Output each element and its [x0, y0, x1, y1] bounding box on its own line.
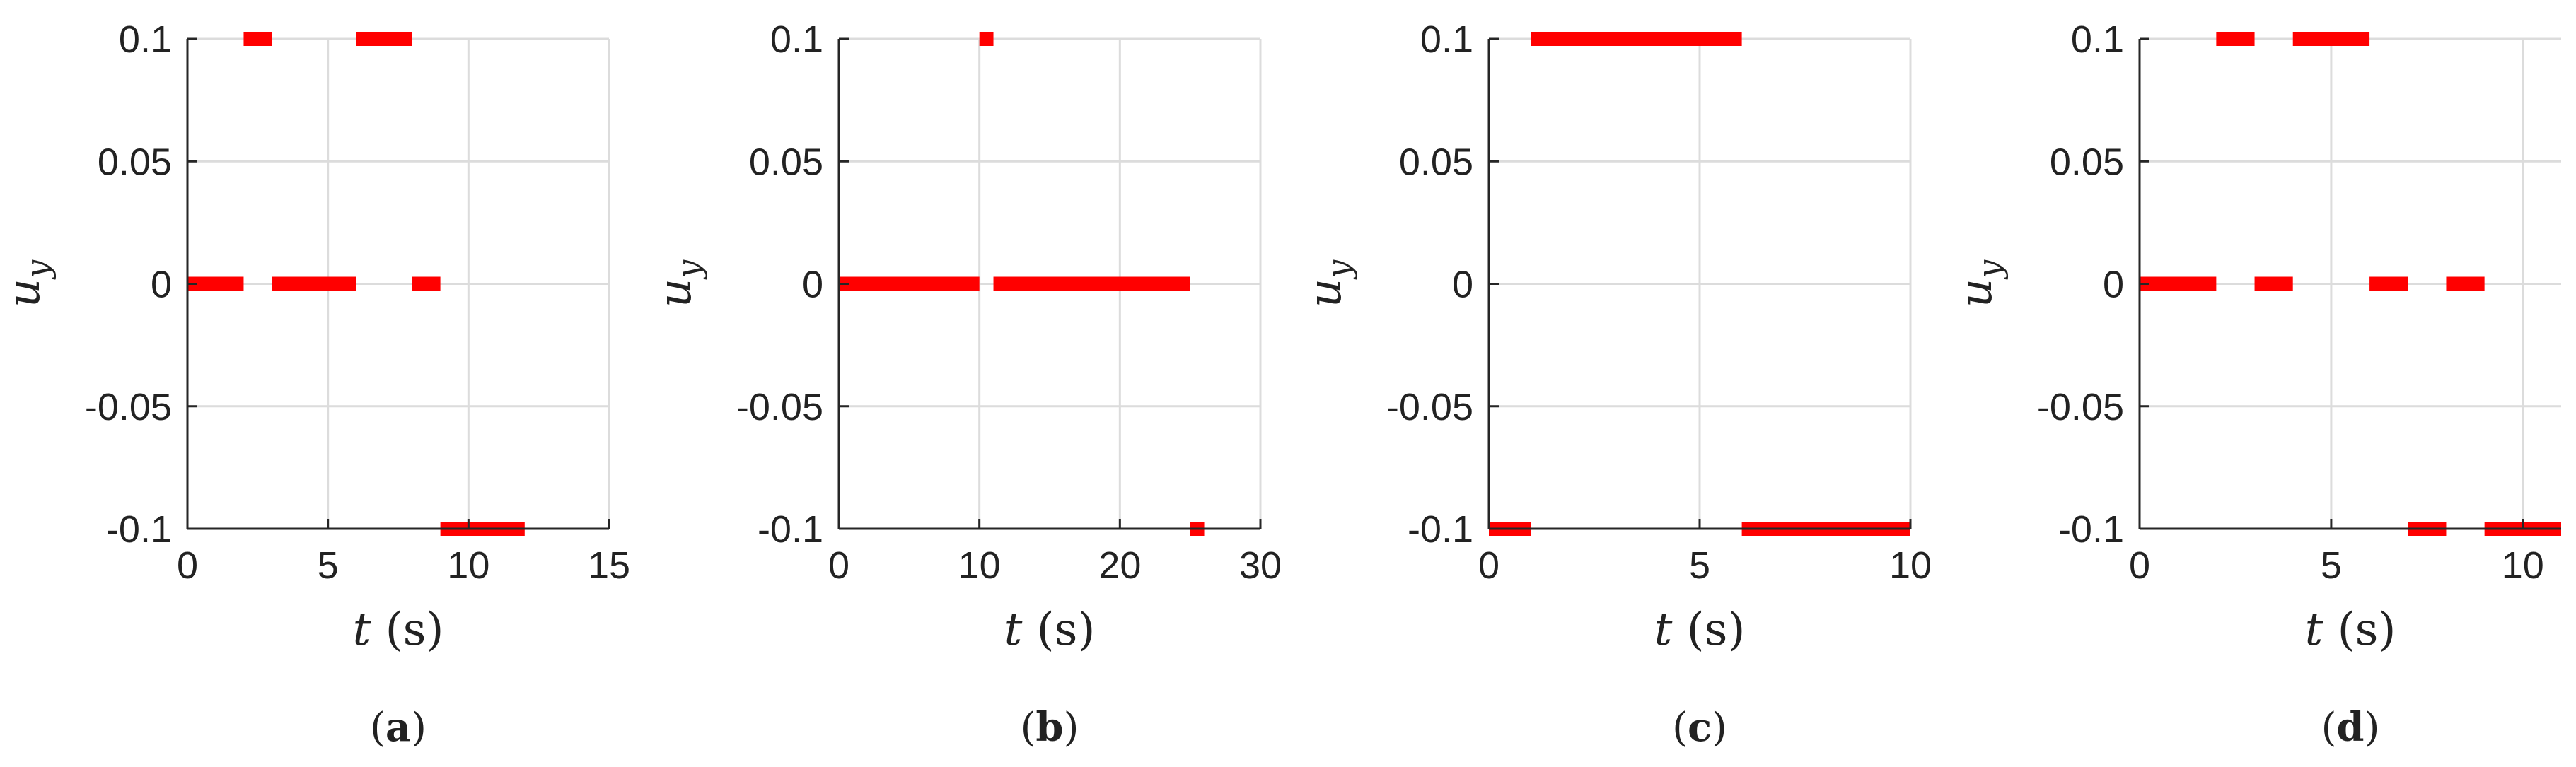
y-tick-label: -0.05: [736, 386, 823, 428]
x-axis-unit: (s): [371, 604, 443, 656]
panel-b: 0 10 20 30 -0.1 -0.05 0 0.05 0.1 t (s) uy (b): [649, 18, 1282, 751]
y-tick-label: -0.1: [1408, 508, 1473, 551]
y-tick-label: 0.1: [1420, 18, 1473, 61]
x-axis-symbol: t: [1004, 604, 1023, 656]
y-axis-symbol: u: [1950, 279, 2002, 308]
y-tick-label: 0: [151, 264, 172, 306]
panel-label: (b): [1021, 704, 1079, 751]
panel-label-close-paren: ): [2365, 705, 2380, 751]
x-tick-label: 0: [828, 544, 849, 587]
panel-label-open-paren: (: [1672, 705, 1688, 751]
y-tick-label: 0.05: [1399, 141, 1473, 183]
y-tick-label: 0.1: [770, 18, 823, 61]
y-tick-label: -0.05: [1386, 386, 1473, 428]
x-axis-label: t (s): [353, 604, 444, 656]
x-axis-unit: (s): [1022, 604, 1095, 656]
y-tick-label: -0.05: [2037, 386, 2124, 428]
y-tick-label: 0: [2103, 264, 2124, 306]
x-tick-label: 5: [1689, 544, 1710, 587]
y-axis-subscript: y: [670, 259, 708, 280]
y-tick-label: 0: [1452, 264, 1473, 306]
x-axis-label: t (s): [2305, 604, 2396, 656]
y-tick-label: -0.05: [85, 386, 172, 428]
y-tick-label: -0.1: [2058, 508, 2124, 551]
panel-label-open-paren: (: [2321, 705, 2337, 751]
x-tick-label: 0: [177, 544, 198, 587]
panel-label-letter: d: [2336, 704, 2364, 751]
y-axis-subscript: y: [1320, 259, 1358, 280]
y-tick-label: 0.05: [2050, 141, 2124, 183]
panel-label-open-paren: (: [370, 705, 385, 751]
y-tick-label: -0.1: [758, 508, 823, 551]
panel-label-letter: a: [385, 704, 411, 751]
panel-label-close-paren: ): [411, 705, 427, 751]
y-tick-label: -0.1: [106, 508, 172, 551]
x-axis-symbol: t: [1654, 604, 1673, 656]
y-axis-subscript: y: [1971, 259, 2009, 280]
x-axis-symbol: t: [2305, 604, 2323, 656]
x-tick-label: 10: [958, 544, 1001, 587]
panel-label: (a): [370, 704, 427, 751]
x-tick-label: 0: [2129, 544, 2150, 587]
x-tick-label: 5: [2321, 544, 2342, 587]
y-tick-label: 0.1: [2071, 18, 2124, 61]
panel-c: 0 5 10 -0.1 -0.05 0 0.05 0.1 t (s) uy (c): [1299, 18, 1932, 751]
x-axis-symbol: t: [353, 604, 371, 656]
y-tick-label: 0.05: [98, 141, 172, 183]
x-tick-label: 15: [588, 544, 630, 587]
x-tick-label: 20: [1098, 544, 1141, 587]
x-axis-label: t (s): [1654, 604, 1746, 656]
y-tick-label: 0: [802, 264, 823, 306]
panel-label-close-paren: ): [1712, 705, 1727, 751]
x-tick-label: 10: [2502, 544, 2544, 587]
x-tick-label: 10: [447, 544, 489, 587]
x-axis-unit: (s): [1672, 604, 1745, 656]
y-axis-label: uy: [1299, 259, 1358, 308]
panel-label-letter: b: [1035, 704, 1063, 751]
panel-label-close-paren: ): [1064, 705, 1079, 751]
x-tick-label: 10: [1889, 544, 1932, 587]
panel-label-letter: c: [1688, 704, 1712, 751]
panel-label-open-paren: (: [1021, 705, 1036, 751]
x-tick-label: 30: [1239, 544, 1282, 587]
y-tick-label: 0.05: [749, 141, 823, 183]
x-tick-label: 5: [318, 544, 339, 587]
y-axis-label: uy: [649, 259, 708, 308]
y-axis-label: uy: [0, 259, 57, 308]
panel-label: (c): [1672, 704, 1727, 751]
x-axis-label: t (s): [1004, 604, 1096, 656]
panel-d: 0 5 10 -0.1 -0.05 0 0.05 0.1 t (s) uy (d): [1950, 18, 2561, 751]
y-axis-symbol: u: [649, 279, 702, 308]
y-axis-subscript: y: [18, 259, 57, 280]
y-axis-label: uy: [1950, 259, 2009, 308]
x-tick-label: 0: [1478, 544, 1499, 587]
y-axis-symbol: u: [1299, 279, 1352, 308]
y-axis-symbol: u: [0, 279, 50, 308]
panel-a: 0 5 10 15 -0.1 -0.05 0 0.05 0.1 t (s) uy (a): [0, 18, 630, 751]
y-tick-label: 0.1: [119, 18, 172, 61]
panel-label: (d): [2321, 704, 2380, 751]
x-axis-unit: (s): [2323, 604, 2396, 656]
